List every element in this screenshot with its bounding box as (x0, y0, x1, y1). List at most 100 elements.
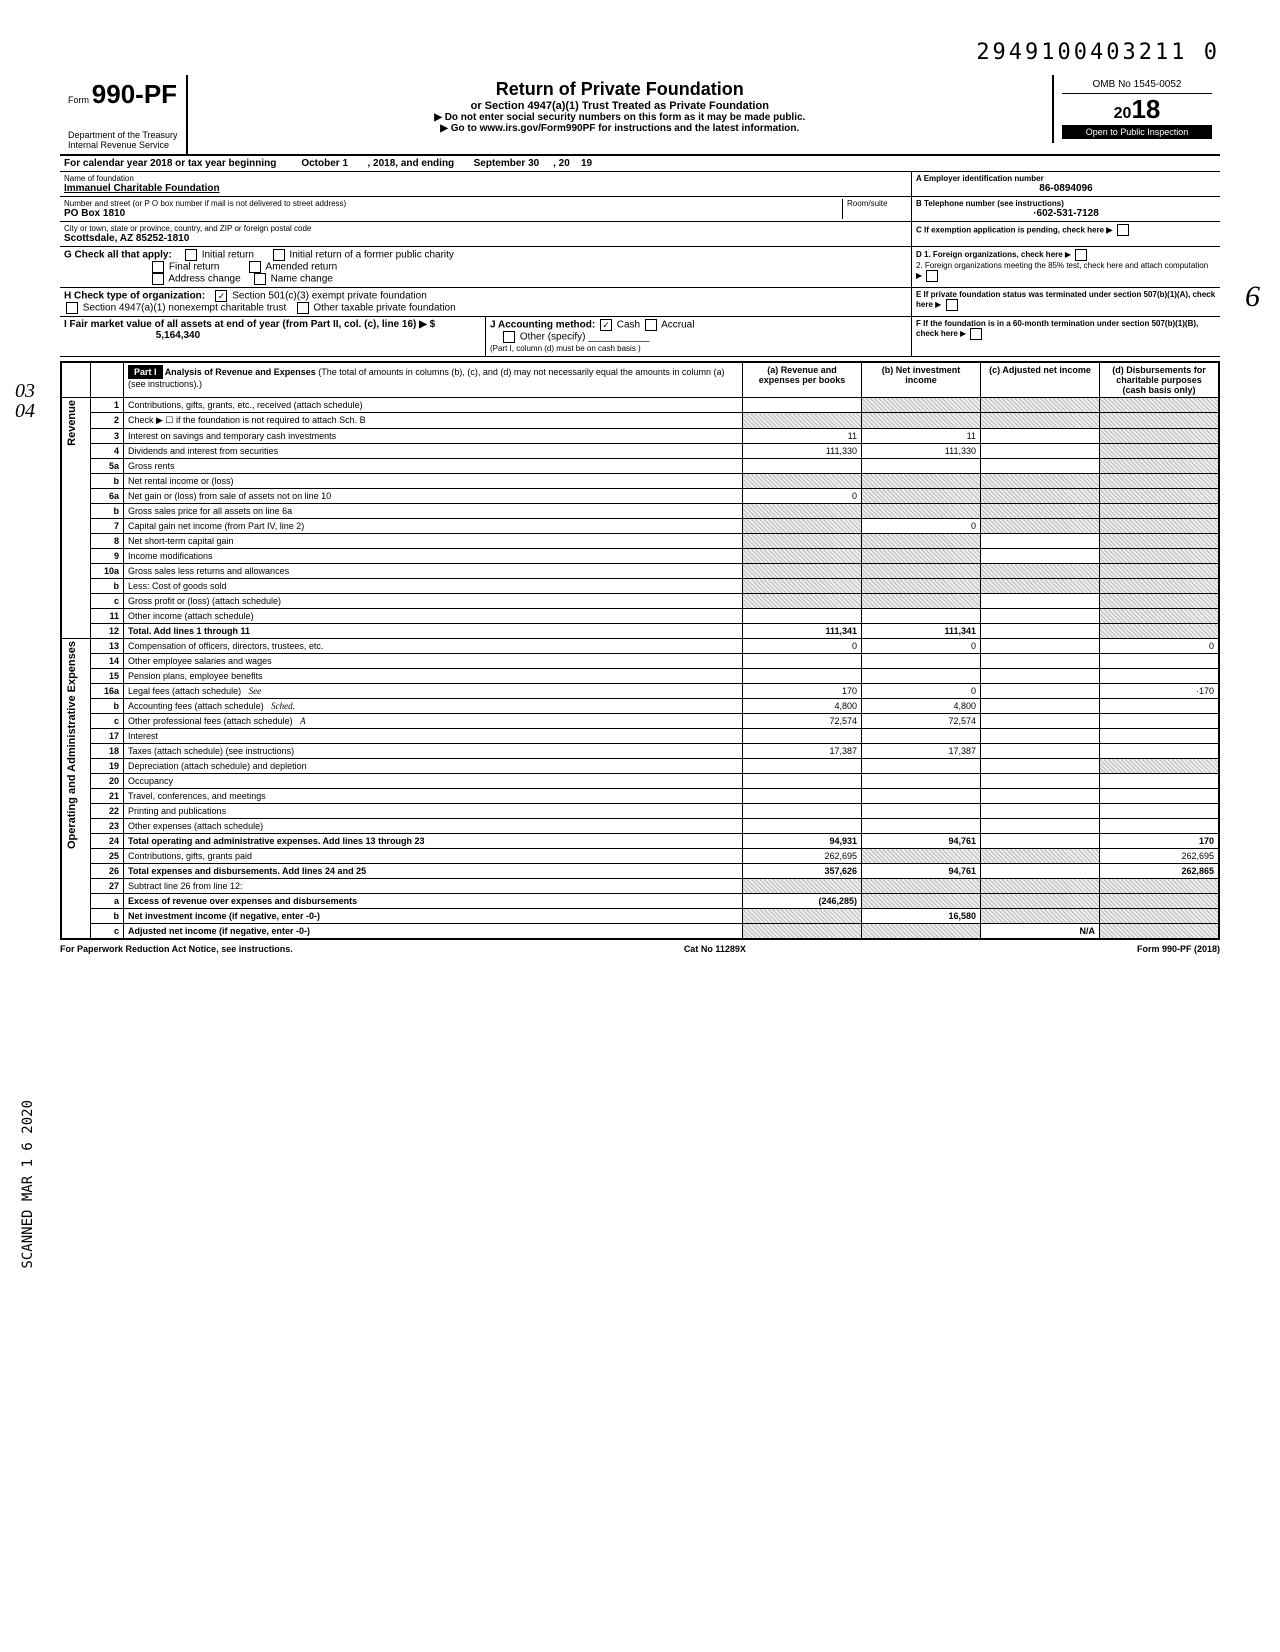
g-initial-checkbox[interactable] (185, 249, 197, 261)
margin-6: 6 (1245, 280, 1260, 314)
row-val-d (1100, 804, 1220, 819)
h-label: H Check type of organization: (64, 291, 205, 302)
row-number: 6a (91, 489, 124, 504)
row-val-a (743, 774, 862, 789)
j-other-checkbox[interactable] (503, 331, 515, 343)
row-desc: Gross sales less returns and allowances (124, 564, 743, 579)
row-val-d (1100, 579, 1220, 594)
row-number: b (91, 504, 124, 519)
omb-number: OMB No 1545-0052 (1062, 79, 1212, 94)
table-row: 26Total expenses and disbursements. Add … (61, 864, 1219, 879)
row-val-c (981, 639, 1100, 654)
table-row: aExcess of revenue over expenses and dis… (61, 894, 1219, 909)
margin-04: 04 (15, 400, 35, 423)
row-number: 12 (91, 624, 124, 639)
row-val-d: 0 (1100, 639, 1220, 654)
row-val-c (981, 714, 1100, 729)
row-val-d (1100, 534, 1220, 549)
row-val-d (1100, 444, 1220, 459)
row-val-b (862, 849, 981, 864)
part1-table: Part I Analysis of Revenue and Expenses … (60, 361, 1220, 940)
g-amended-checkbox[interactable] (249, 261, 261, 273)
table-row: bNet investment income (if negative, ent… (61, 909, 1219, 924)
row-val-d (1100, 879, 1220, 894)
pobox: PO Box 1810 (64, 208, 842, 219)
tax-year-mid: , 2018, and ending (367, 158, 454, 169)
row-val-d (1100, 654, 1220, 669)
row-val-d (1100, 474, 1220, 489)
j-cash-checkbox[interactable]: ✓ (600, 319, 612, 331)
row-number: 2 (91, 413, 124, 429)
row-val-a: 357,626 (743, 864, 862, 879)
g-final-checkbox[interactable] (152, 261, 164, 273)
row-val-b (862, 879, 981, 894)
row-desc: Total expenses and disbursements. Add li… (124, 864, 743, 879)
row-number: 8 (91, 534, 124, 549)
table-row: bLess: Cost of goods sold (61, 579, 1219, 594)
row-number: 25 (91, 849, 124, 864)
row-number: b (91, 474, 124, 489)
row-val-c (981, 654, 1100, 669)
row-val-c (981, 459, 1100, 474)
part1-title: Analysis of Revenue and Expenses (165, 367, 316, 377)
j-accrual-checkbox[interactable] (645, 319, 657, 331)
row-val-a (743, 729, 862, 744)
row-val-a: 111,341 (743, 624, 862, 639)
row-number: 1 (91, 398, 124, 413)
tax-year: 2018 (1062, 94, 1212, 125)
row-val-b: 0 (862, 519, 981, 534)
f-checkbox[interactable] (970, 328, 982, 340)
row-val-d: 170 (1100, 834, 1220, 849)
form-title: Return of Private Foundation (192, 79, 1048, 100)
g-address-checkbox[interactable] (152, 273, 164, 285)
row-number: c (91, 594, 124, 609)
c-checkbox[interactable] (1117, 224, 1129, 236)
row-val-d (1100, 564, 1220, 579)
row-val-a (743, 594, 862, 609)
row-number: 9 (91, 549, 124, 564)
revenue-side-label: Revenue (66, 400, 78, 446)
row-desc: Net investment income (if negative, ente… (124, 909, 743, 924)
row-val-c (981, 729, 1100, 744)
row-val-a (743, 669, 862, 684)
row-desc: Interest on savings and temporary cash i… (124, 429, 743, 444)
h-4947-checkbox[interactable] (66, 302, 78, 314)
table-row: 3Interest on savings and temporary cash … (61, 429, 1219, 444)
row-val-d: 262,695 (1100, 849, 1220, 864)
row-desc: Income modifications (124, 549, 743, 564)
table-row: Revenue1Contributions, gifts, grants, et… (61, 398, 1219, 413)
year-prefix: 20 (1114, 105, 1132, 122)
d1-checkbox[interactable] (1075, 249, 1087, 261)
row-number: 7 (91, 519, 124, 534)
row-desc: Gross profit or (loss) (attach schedule) (124, 594, 743, 609)
row-number: 23 (91, 819, 124, 834)
h-other-checkbox[interactable] (297, 302, 309, 314)
row-val-b: 11 (862, 429, 981, 444)
row-val-b: 94,761 (862, 834, 981, 849)
h-501c3-checkbox[interactable]: ✓ (215, 290, 227, 302)
g-initial-former-checkbox[interactable] (273, 249, 285, 261)
d2-checkbox[interactable] (926, 270, 938, 282)
table-row: bAccounting fees (attach schedule) Sched… (61, 699, 1219, 714)
row-val-d: 262,865 (1100, 864, 1220, 879)
g-name-checkbox[interactable] (254, 273, 266, 285)
table-row: cAdjusted net income (if negative, enter… (61, 924, 1219, 940)
tax-year-end-yr: 19 (581, 158, 592, 169)
row-desc: Contributions, gifts, grants, etc., rece… (124, 398, 743, 413)
table-row: 2Check ▶ ☐ if the foundation is not requ… (61, 413, 1219, 429)
row-desc: Less: Cost of goods sold (124, 579, 743, 594)
row-val-c (981, 699, 1100, 714)
form-number-cell: Form 990-PF Department of the Treasury I… (60, 75, 188, 154)
row-val-d (1100, 909, 1220, 924)
row-val-c (981, 879, 1100, 894)
form-subtitle: or Section 4947(a)(1) Trust Treated as P… (192, 100, 1048, 112)
col-c-header: (c) Adjusted net income (981, 362, 1100, 398)
e-checkbox[interactable] (946, 299, 958, 311)
row-number: 21 (91, 789, 124, 804)
d2-label: 2. Foreign organizations meeting the 85%… (916, 261, 1208, 270)
row-val-b (862, 789, 981, 804)
row-val-c (981, 804, 1100, 819)
footer-mid: Cat No 11289X (684, 944, 746, 954)
row-val-d (1100, 549, 1220, 564)
tax-year-end-month: September 30 (474, 158, 540, 169)
